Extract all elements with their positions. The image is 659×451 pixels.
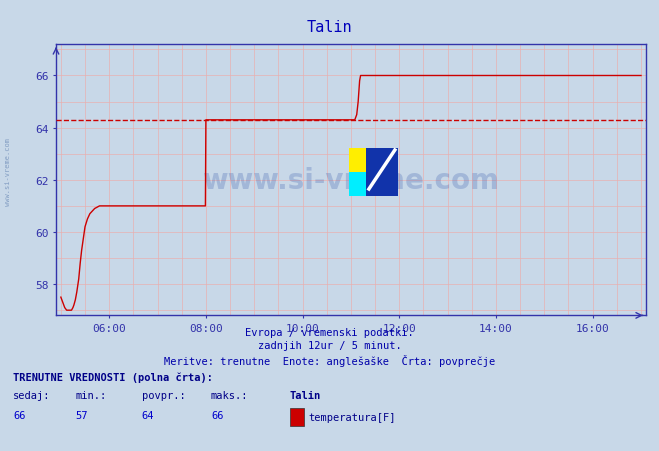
Text: Meritve: trenutne  Enote: anglešaške  Črta: povprečje: Meritve: trenutne Enote: anglešaške Črta… bbox=[164, 354, 495, 366]
Text: povpr.:: povpr.: bbox=[142, 390, 185, 400]
FancyBboxPatch shape bbox=[349, 148, 382, 175]
Text: min.:: min.: bbox=[76, 390, 107, 400]
Text: Talin: Talin bbox=[290, 390, 321, 400]
Text: Talin: Talin bbox=[306, 20, 353, 35]
Text: TRENUTNE VREDNOSTI (polna črta):: TRENUTNE VREDNOSTI (polna črta): bbox=[13, 372, 213, 382]
Text: 64: 64 bbox=[142, 410, 154, 420]
Text: www.si-vreme.com: www.si-vreme.com bbox=[5, 138, 11, 205]
Text: 66: 66 bbox=[13, 410, 26, 420]
Text: temperatura[F]: temperatura[F] bbox=[308, 412, 396, 422]
Text: zadnjih 12ur / 5 minut.: zadnjih 12ur / 5 minut. bbox=[258, 341, 401, 350]
Text: maks.:: maks.: bbox=[211, 390, 248, 400]
FancyBboxPatch shape bbox=[366, 148, 398, 197]
FancyBboxPatch shape bbox=[349, 173, 382, 197]
Text: 57: 57 bbox=[76, 410, 88, 420]
Text: www.si-vreme.com: www.si-vreme.com bbox=[202, 166, 500, 194]
Text: sedaj:: sedaj: bbox=[13, 390, 51, 400]
Text: Evropa / vremenski podatki.: Evropa / vremenski podatki. bbox=[245, 327, 414, 337]
Text: 66: 66 bbox=[211, 410, 223, 420]
